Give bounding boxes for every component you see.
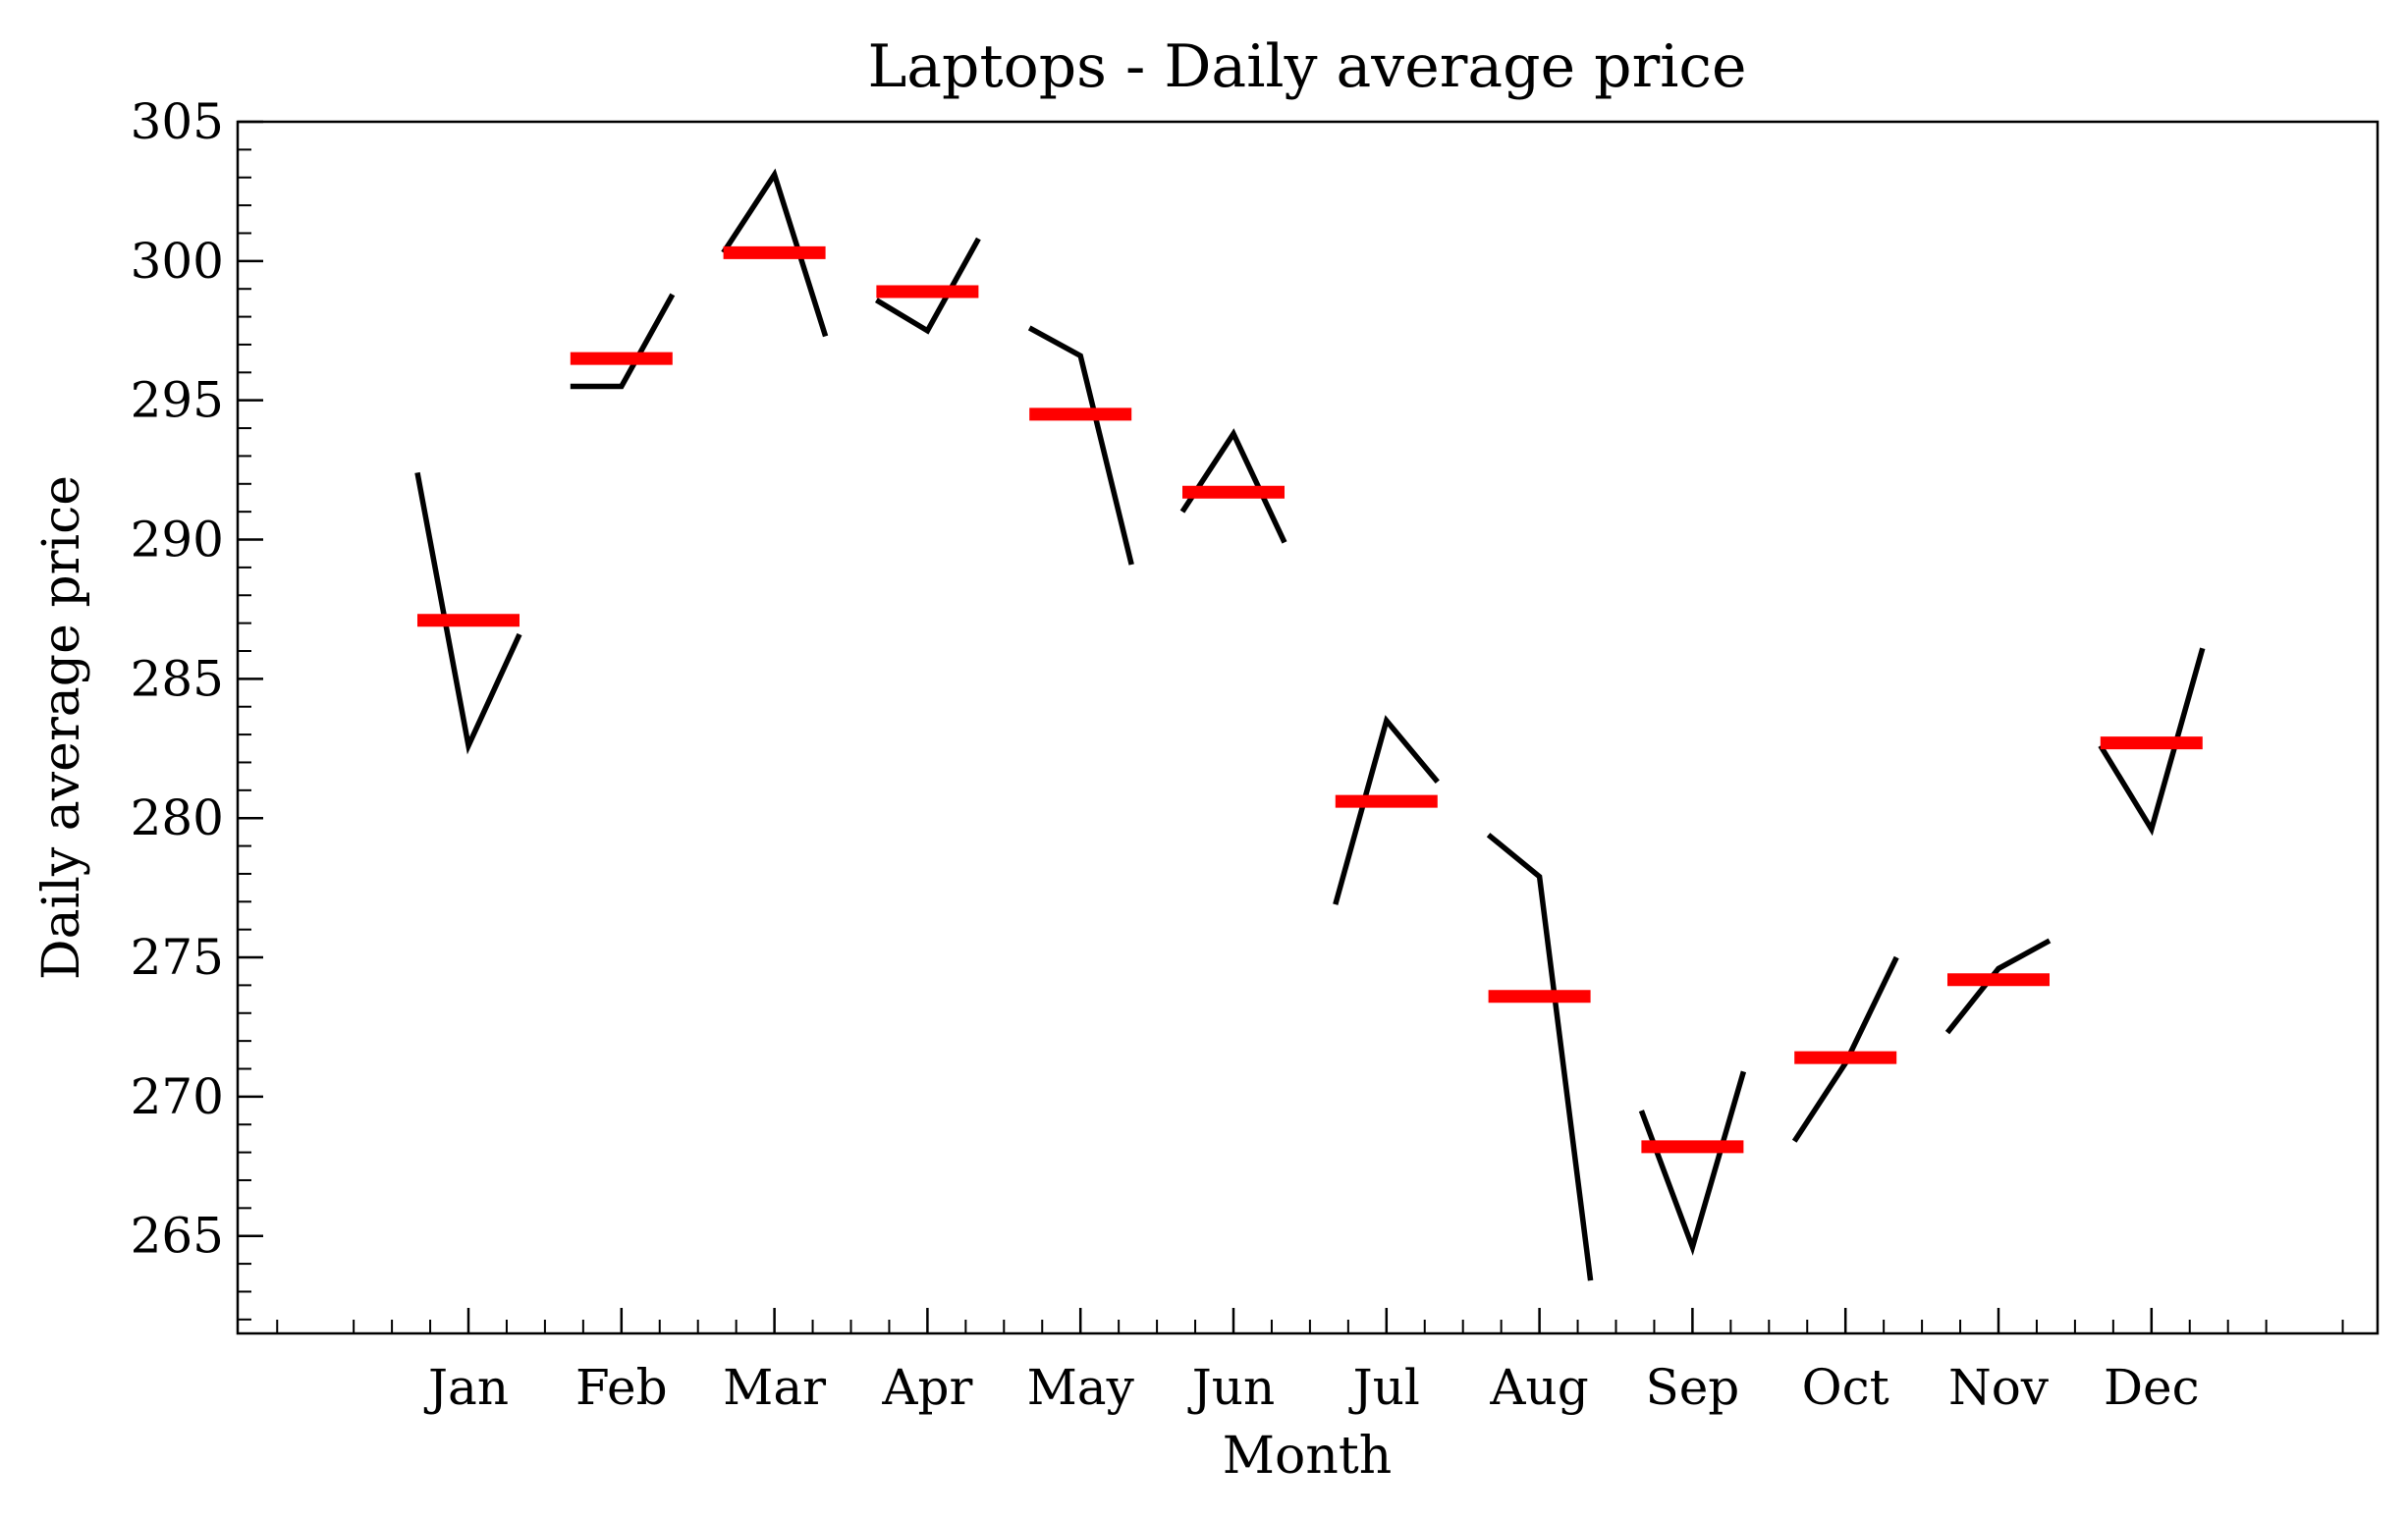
x-tick-label: Sep bbox=[1645, 1359, 1739, 1416]
daily-pattern-line bbox=[1333, 715, 1440, 905]
daily-pattern-line bbox=[1638, 1070, 1747, 1256]
x-tick-label: Feb bbox=[575, 1359, 668, 1416]
daily-pattern-line bbox=[414, 471, 522, 755]
daily-pattern-line bbox=[2098, 647, 2206, 837]
x-tick-label: May bbox=[1027, 1359, 1135, 1416]
daily-pattern-line bbox=[1944, 938, 2052, 1035]
daily-pattern-line bbox=[1486, 833, 1594, 1281]
x-tick-label: Aug bbox=[1489, 1359, 1588, 1416]
y-axis-label: Daily average price bbox=[32, 475, 91, 980]
x-tick-label: Nov bbox=[1948, 1359, 2050, 1416]
y-tick-label: 300 bbox=[131, 233, 224, 290]
daily-pattern-line bbox=[1179, 428, 1287, 544]
daily-pattern-line bbox=[570, 293, 676, 390]
y-tick-label: 270 bbox=[131, 1068, 224, 1125]
daily-pattern-line bbox=[1027, 325, 1134, 566]
x-tick-label: Jun bbox=[1187, 1359, 1275, 1416]
y-tick-label: 305 bbox=[131, 93, 224, 150]
y-tick-label: 295 bbox=[131, 372, 224, 429]
y-tick-label: 280 bbox=[131, 789, 224, 846]
x-tick-label: Dec bbox=[2104, 1359, 2200, 1416]
daily-pattern-line bbox=[721, 168, 829, 338]
y-tick-label: 265 bbox=[131, 1208, 224, 1265]
x-tick-label: Jul bbox=[1348, 1359, 1420, 1416]
plot-area: 265 270 275 280 285 290 295 300 305 Jan Feb Mar Apr M… bbox=[131, 93, 2344, 1416]
x-tick-label: Oct bbox=[1802, 1359, 1889, 1416]
x-tick-label: Jan bbox=[423, 1359, 509, 1416]
x-tick-label: Mar bbox=[723, 1359, 826, 1416]
daily-pattern-line bbox=[874, 237, 981, 335]
y-tick-label: 290 bbox=[131, 512, 224, 569]
y-tick-label: 285 bbox=[131, 650, 224, 707]
daily-pattern-line bbox=[1791, 955, 1899, 1143]
y-tick-label: 275 bbox=[131, 929, 224, 986]
chart-title: Laptops - Daily average price bbox=[867, 32, 1746, 101]
x-axis-label: Month bbox=[1223, 1427, 1392, 1486]
plot-frame bbox=[236, 120, 2380, 1335]
x-tick-label: Apr bbox=[881, 1359, 972, 1416]
